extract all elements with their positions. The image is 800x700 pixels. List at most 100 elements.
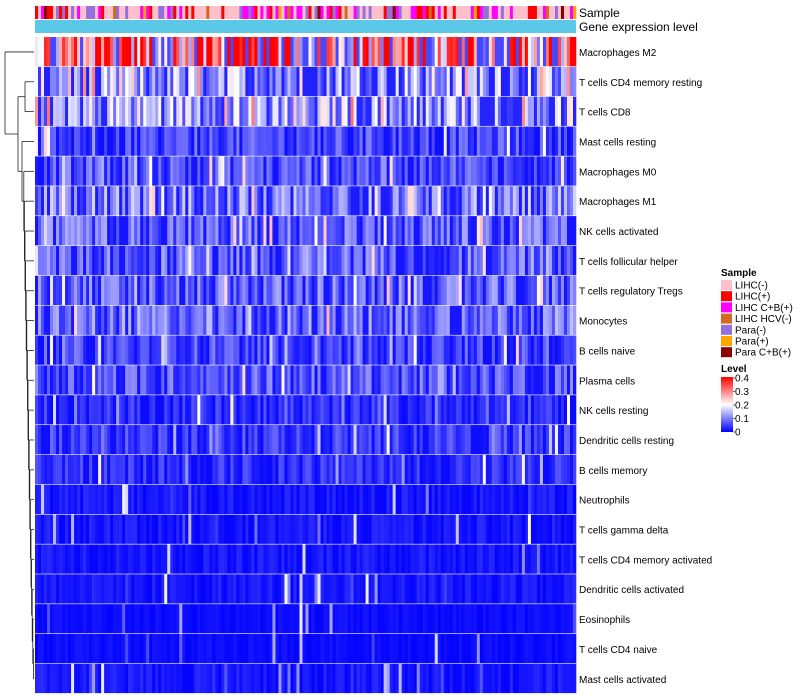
heatmap-cell (89, 216, 93, 246)
heatmap-cell (473, 186, 478, 216)
heatmap-cell (200, 604, 204, 634)
heatmap-cell (320, 305, 324, 335)
heatmap-cell (80, 66, 84, 97)
heatmap-cell (284, 37, 288, 67)
heatmap-cell (215, 305, 219, 335)
heatmap-cell (92, 96, 96, 126)
heatmap-cell (173, 544, 177, 574)
heatmap-cell (290, 484, 294, 514)
heatmap-cell (392, 96, 396, 126)
heatmap-cell (167, 275, 171, 306)
heatmap-cell (101, 335, 105, 365)
heatmap-cell (557, 216, 562, 246)
heatmap-cell (443, 275, 448, 306)
heatmap-cell (44, 544, 48, 574)
heatmap-cell (395, 425, 399, 455)
heatmap-cell (161, 245, 165, 276)
heatmap-cell (368, 604, 372, 634)
heatmap-cell (443, 484, 448, 514)
heatmap-cell (470, 365, 475, 395)
sample-annotation-cell (308, 6, 312, 19)
heatmap-cell (74, 186, 78, 216)
sample-annotation-cell (86, 6, 90, 19)
sample-annotation-cell (401, 6, 405, 19)
heatmap-cell (275, 634, 279, 664)
heatmap-cell (71, 425, 75, 455)
sample-annotation-cell (530, 6, 535, 19)
heatmap-cell (83, 275, 87, 306)
heatmap-cell (275, 365, 279, 395)
heatmap-cell (530, 574, 535, 604)
heatmap-cell (227, 544, 231, 574)
heatmap-cell (404, 454, 408, 485)
heatmap-cell (38, 96, 42, 126)
heatmap-cell (353, 245, 357, 276)
heatmap-cell (50, 216, 54, 246)
heatmap-cell (167, 245, 171, 276)
heatmap-cell (452, 663, 457, 694)
heatmap-cell (38, 186, 42, 216)
heatmap-cell (35, 425, 39, 455)
heatmap-cell (455, 37, 460, 67)
heatmap-cell (257, 634, 261, 664)
heatmap-cell (554, 663, 559, 694)
heatmap-cell (116, 634, 120, 664)
heatmap-cell (458, 216, 463, 246)
heatmap-cell (35, 574, 39, 604)
heatmap-cell (62, 305, 66, 335)
heatmap-cell (197, 37, 201, 67)
heatmap-cell (512, 275, 517, 306)
heatmap-cell (338, 454, 342, 485)
heatmap-cell (74, 454, 78, 485)
heatmap-cell (467, 245, 472, 276)
heatmap-cell (194, 275, 198, 306)
heatmap-cell (314, 484, 318, 514)
heatmap-cell (329, 37, 333, 67)
heatmap-cell (86, 66, 90, 97)
heatmap-cell (554, 245, 559, 276)
heatmap-cell (92, 544, 96, 574)
heatmap-cell (242, 514, 246, 544)
heatmap-cell (470, 634, 475, 664)
heatmap-cell (536, 335, 541, 365)
heatmap-cell (182, 37, 186, 67)
heatmap-cell (122, 574, 126, 604)
heatmap-cell (389, 37, 393, 67)
heatmap-cell (89, 574, 93, 604)
heatmap-cell (554, 216, 559, 246)
heatmap-cell (113, 484, 117, 514)
heatmap-cell (311, 454, 315, 485)
heatmap-cell (434, 663, 439, 694)
heatmap-cell (101, 186, 105, 216)
heatmap-cell (437, 66, 442, 97)
heatmap-cell (419, 216, 424, 246)
heatmap-cell (251, 425, 255, 455)
heatmap-cell (386, 275, 390, 306)
heatmap-cell (392, 544, 396, 574)
heatmap-cell (83, 544, 87, 574)
heatmap-cell (296, 96, 300, 126)
heatmap-cell (299, 574, 303, 604)
heatmap-cell (170, 425, 174, 455)
heatmap-cell (161, 544, 165, 574)
heatmap-cell (560, 514, 565, 544)
heatmap-cell (377, 514, 381, 544)
heatmap-cell (449, 186, 454, 216)
heatmap-cell (266, 484, 270, 514)
heatmap-cell (530, 544, 535, 574)
heatmap-cell (257, 186, 261, 216)
heatmap-cell (452, 245, 457, 276)
heatmap-cell (62, 574, 66, 604)
heatmap-cell (224, 245, 228, 276)
heatmap-cell (71, 484, 75, 514)
heatmap-cell (557, 275, 562, 306)
heatmap-cell (104, 216, 108, 246)
heatmap-cell (254, 544, 258, 574)
heatmap-cell (158, 305, 162, 335)
heatmap-cell (335, 126, 339, 156)
heatmap-cell (257, 395, 261, 425)
heatmap-cell (173, 216, 177, 246)
heatmap-cell (89, 37, 93, 67)
level-legend-tick-label: 0.1 (735, 414, 749, 425)
heatmap-cell (200, 544, 204, 574)
